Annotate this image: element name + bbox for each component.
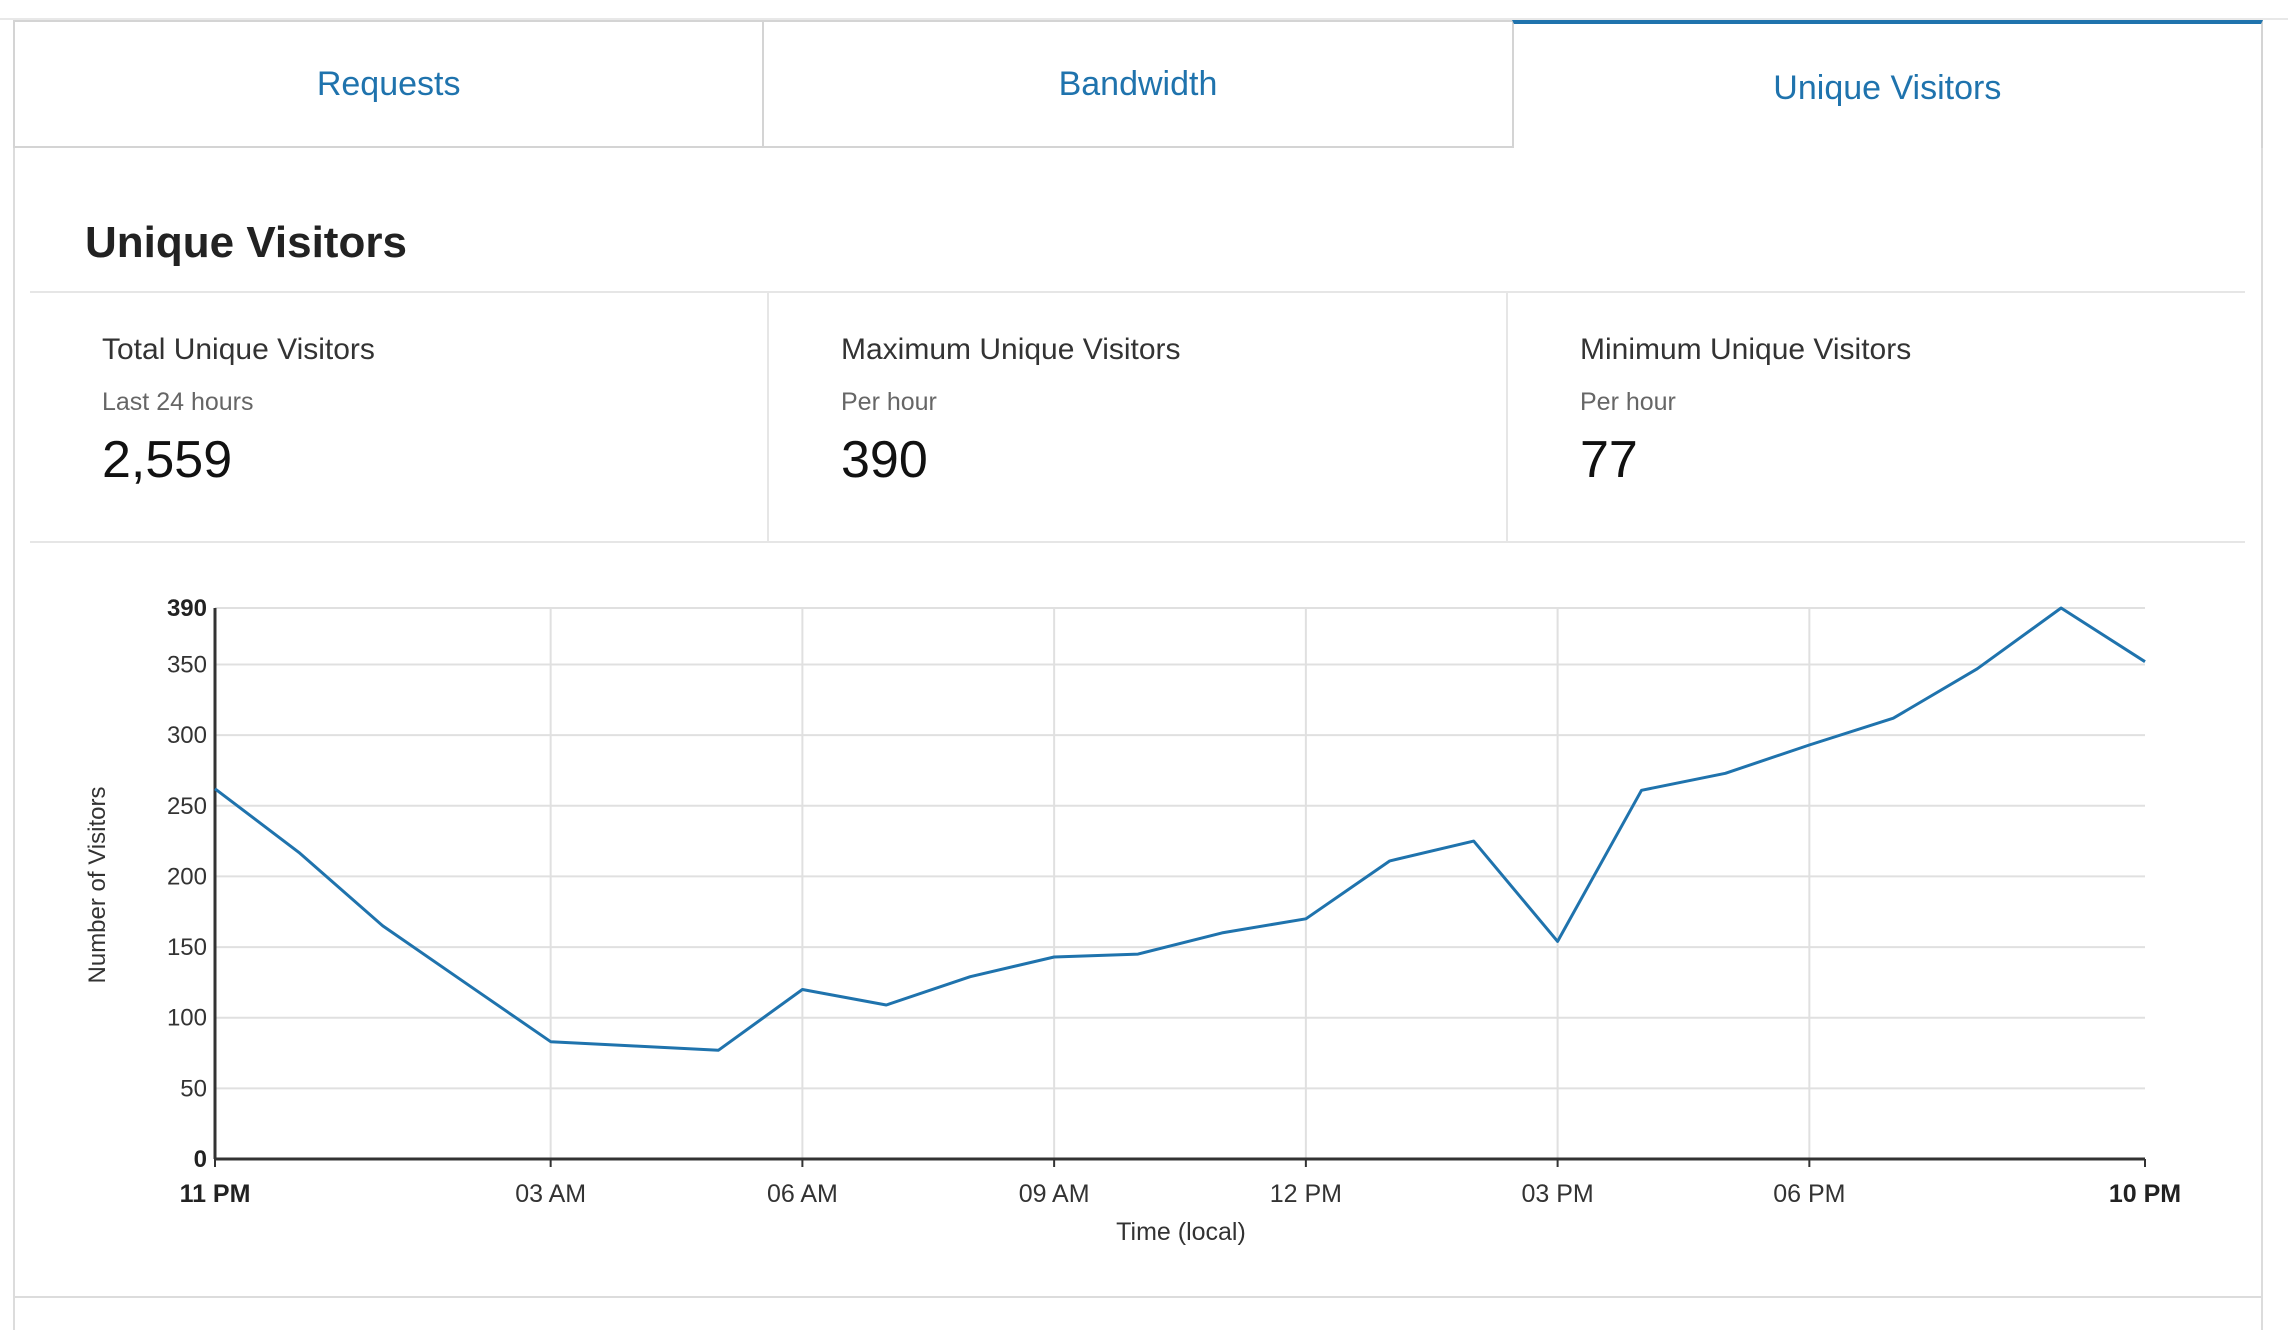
data-point — [1472, 839, 1476, 843]
stat-value: 77 — [1580, 431, 1638, 489]
data-point — [381, 924, 385, 928]
data-point — [1723, 771, 1727, 775]
x-tick-label: 03 PM — [1521, 1180, 1593, 1208]
data-point — [968, 975, 972, 979]
section-title: Unique Visitors — [85, 218, 407, 267]
stats-row: Total Unique Visitors Last 24 hours 2,55… — [30, 293, 2245, 541]
stat-label: Minimum Unique Visitors — [1580, 333, 1912, 366]
stat-value: 2,559 — [102, 431, 233, 489]
stat-subtitle: Per hour — [1580, 388, 1676, 416]
x-tick-label: 03 AM — [515, 1180, 586, 1208]
y-tick-label: 0 — [194, 1146, 207, 1173]
x-tick-label: 06 AM — [767, 1180, 838, 1208]
data-point — [1220, 931, 1224, 935]
data-point — [297, 850, 301, 854]
stat-value: 390 — [841, 431, 928, 489]
data-point — [1640, 788, 1644, 792]
tab-bandwidth[interactable]: Bandwidth — [762, 20, 1512, 148]
top-divider — [0, 18, 2288, 20]
stat-label: Maximum Unique Visitors — [841, 333, 1181, 366]
data-point — [1304, 917, 1308, 921]
visitors-series-line — [214, 606, 2146, 1052]
y-tick-label: 50 — [180, 1075, 207, 1102]
y-tick-label: 200 — [167, 863, 207, 890]
x-tick-label: 12 PM — [1270, 1180, 1342, 1208]
x-tick-label: 11 PM — [180, 1180, 251, 1208]
data-point — [633, 1044, 637, 1048]
visitors-line-chart: 0 50 100 150 200 250 300 350 390 11 PM 03 AM 06 AM 0… — [84, 595, 2181, 1246]
stat-total: Total Unique Visitors Last 24 hours 2,55… — [30, 293, 767, 541]
x-tick-label: 10 PM — [2109, 1180, 2181, 1208]
divider — [30, 541, 2245, 543]
stat-maximum: Maximum Unique Visitors Per hour 390 — [767, 293, 1506, 541]
divider — [30, 291, 2245, 293]
data-point — [2143, 660, 2147, 664]
tab-bar: Requests Bandwidth Unique Visitors — [13, 20, 2263, 148]
data-point — [465, 982, 469, 986]
data-point — [213, 787, 217, 791]
data-point — [549, 1040, 553, 1044]
data-point — [716, 1048, 720, 1052]
stat-label: Total Unique Visitors — [102, 333, 375, 366]
data-point — [1052, 955, 1056, 959]
data-point — [1807, 743, 1811, 747]
y-tick-label: 100 — [167, 1005, 207, 1032]
x-tick-label: 09 AM — [1019, 1180, 1090, 1208]
y-tick-label: 250 — [167, 793, 207, 820]
y-axis-title: Number of Visitors — [84, 787, 111, 984]
tab-unique-visitors[interactable]: Unique Visitors — [1511, 20, 2263, 148]
content-panel — [13, 20, 2263, 1330]
bottom-divider — [13, 1296, 2263, 1298]
y-tick-label: 350 — [167, 652, 207, 679]
data-point — [884, 1003, 888, 1007]
tab-requests[interactable]: Requests — [13, 20, 763, 148]
y-tick-label: 300 — [167, 722, 207, 749]
data-point — [1388, 859, 1392, 863]
data-point — [1136, 952, 1140, 956]
stat-subtitle: Last 24 hours — [102, 388, 254, 416]
data-point — [800, 987, 804, 991]
data-point — [1556, 939, 1560, 943]
x-tick-label: 06 PM — [1773, 1180, 1845, 1208]
data-point — [2059, 606, 2063, 610]
stat-subtitle: Per hour — [841, 388, 937, 416]
x-axis-title: Time (local) — [1116, 1218, 1246, 1246]
y-tick-label: 150 — [167, 934, 207, 961]
y-tick-label: 390 — [167, 595, 207, 622]
data-point — [1891, 716, 1895, 720]
data-point — [1975, 667, 1979, 671]
stat-minimum: Minimum Unique Visitors Per hour 77 — [1506, 293, 2245, 541]
